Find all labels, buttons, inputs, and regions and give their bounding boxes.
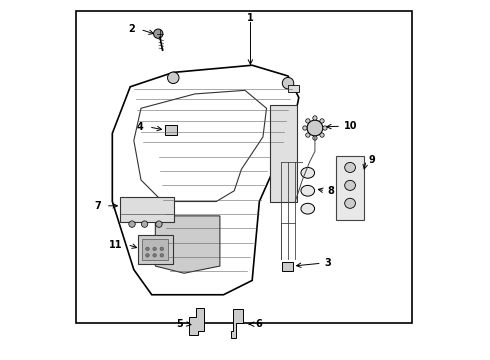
Circle shape — [303, 126, 307, 130]
FancyBboxPatch shape — [142, 239, 168, 260]
Text: 2: 2 — [128, 24, 135, 35]
Bar — [270, 105, 297, 202]
Text: 10: 10 — [343, 121, 357, 131]
Circle shape — [129, 221, 135, 227]
FancyBboxPatch shape — [120, 197, 174, 222]
Polygon shape — [155, 216, 220, 273]
Circle shape — [156, 221, 162, 227]
Ellipse shape — [301, 203, 315, 214]
FancyBboxPatch shape — [165, 126, 177, 135]
Text: 5: 5 — [176, 319, 183, 329]
Circle shape — [306, 119, 310, 123]
Text: 6: 6 — [256, 319, 263, 329]
Text: 9: 9 — [368, 155, 375, 165]
FancyBboxPatch shape — [138, 234, 172, 264]
FancyBboxPatch shape — [336, 156, 364, 220]
Circle shape — [146, 247, 149, 251]
Circle shape — [313, 136, 317, 140]
Text: 1: 1 — [247, 13, 254, 23]
Circle shape — [153, 29, 163, 39]
FancyBboxPatch shape — [282, 262, 294, 271]
Bar — [288, 85, 299, 92]
Circle shape — [141, 221, 148, 227]
Circle shape — [320, 119, 324, 123]
Ellipse shape — [301, 167, 315, 178]
Circle shape — [313, 116, 317, 120]
Circle shape — [307, 120, 323, 136]
Text: 4: 4 — [137, 122, 144, 132]
Ellipse shape — [344, 162, 355, 172]
Circle shape — [323, 126, 327, 130]
Polygon shape — [231, 309, 243, 338]
Ellipse shape — [344, 180, 355, 190]
Ellipse shape — [301, 185, 315, 196]
Circle shape — [153, 247, 156, 251]
Circle shape — [320, 133, 324, 137]
Polygon shape — [190, 308, 204, 335]
Text: 7: 7 — [94, 201, 101, 211]
Ellipse shape — [344, 198, 355, 208]
Circle shape — [146, 253, 149, 257]
Circle shape — [282, 77, 294, 89]
Text: 11: 11 — [109, 239, 122, 249]
Circle shape — [306, 133, 310, 137]
Circle shape — [160, 253, 164, 257]
Circle shape — [168, 72, 179, 84]
Circle shape — [153, 253, 156, 257]
Text: 8: 8 — [327, 186, 334, 196]
Bar — [76, 12, 412, 323]
Text: 3: 3 — [324, 258, 331, 268]
Circle shape — [160, 247, 164, 251]
